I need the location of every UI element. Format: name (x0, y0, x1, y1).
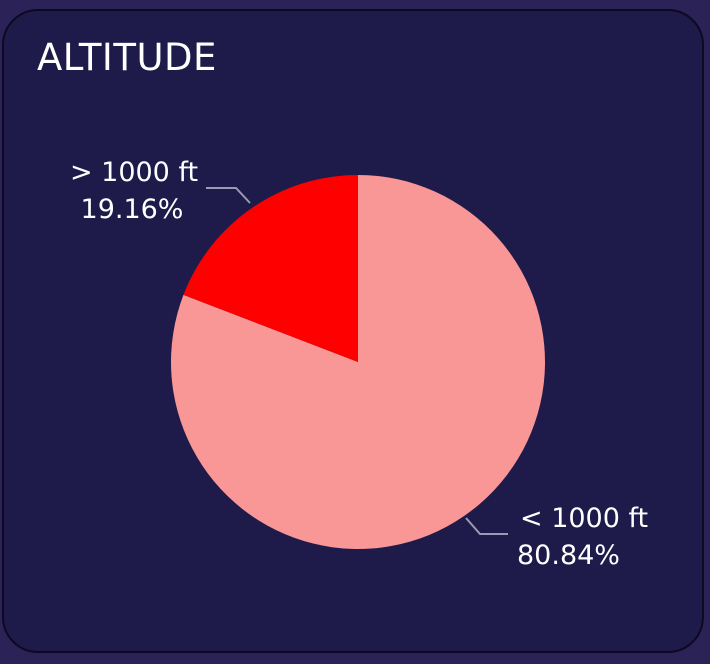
slice-label-lower: < 1000 ft (520, 503, 648, 534)
pie-slice-below-1000ft[interactable] (171, 175, 546, 550)
altitude-card: ALTITUDE < 1000 ft 80.84% > 1000 ft 19.16% (2, 9, 704, 653)
pie-slice-above-1000ft[interactable] (183, 175, 358, 362)
slice-labels: < 1000 ft 80.84% > 1000 ft 19.16% (70, 157, 648, 571)
slice-label-upper: > 1000 ft (70, 157, 198, 188)
leader-line-lower (465, 517, 508, 535)
pie-slices (171, 175, 546, 550)
chart-title: ALTITUDE (37, 36, 217, 79)
slice-percent-lower: 80.84% (517, 540, 620, 571)
label-leader-lines (206, 187, 508, 535)
pie-chart: < 1000 ft 80.84% > 1000 ft 19.16% (70, 157, 648, 571)
slice-percent-upper: 19.16% (81, 194, 184, 225)
leader-line-upper (206, 187, 251, 204)
